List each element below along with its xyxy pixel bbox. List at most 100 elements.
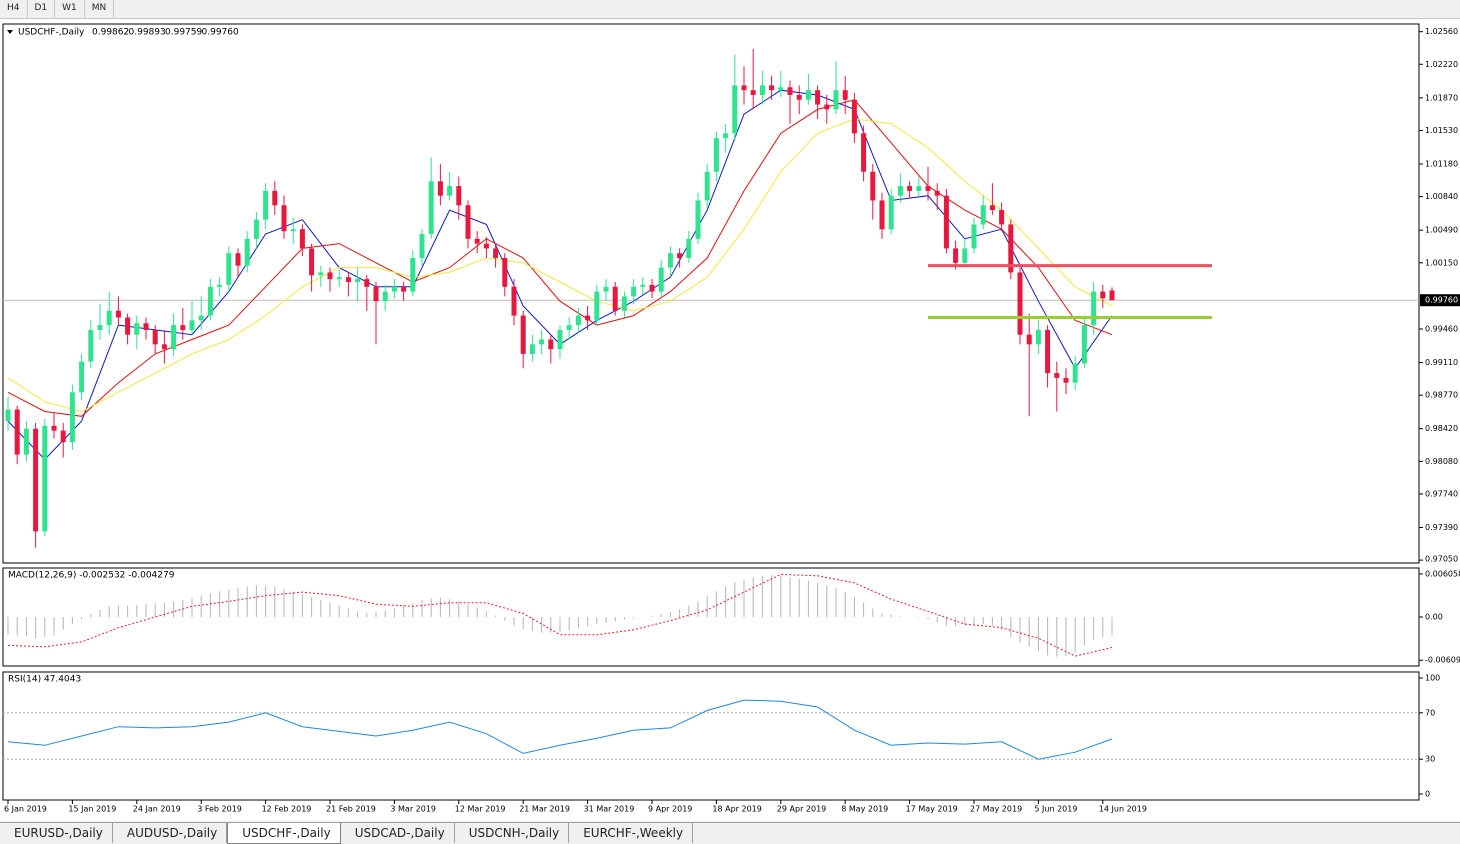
candle-body xyxy=(594,291,600,321)
candle-body xyxy=(989,205,995,211)
y-tick-label: 70 xyxy=(1425,708,1435,717)
dropdown-arrow xyxy=(7,30,13,34)
candle-body xyxy=(1091,291,1097,326)
candle-body xyxy=(953,248,959,263)
candle-body xyxy=(115,310,121,318)
moving-average xyxy=(7,118,1113,413)
candle-body xyxy=(916,186,922,191)
y-tick-label: 1.01180 xyxy=(1425,160,1458,169)
candle-body xyxy=(511,286,517,316)
chart-tab[interactable]: EURCHF-,Weekly xyxy=(569,823,694,843)
y-tick-label: 1.01870 xyxy=(1425,93,1458,102)
candle-body xyxy=(143,323,149,330)
x-tick-label: 15 Jan 2019 xyxy=(68,805,116,814)
x-tick-label: 21 Feb 2019 xyxy=(326,805,376,814)
candle-body xyxy=(88,329,94,362)
candle-body xyxy=(870,171,876,201)
chart-tab[interactable]: AUDUSD-,Daily xyxy=(113,823,228,843)
ohlc-value: 0.99760 xyxy=(202,28,239,38)
candle-body xyxy=(207,286,213,316)
x-tick-label: 12 Feb 2019 xyxy=(262,805,312,814)
candle-body xyxy=(217,284,223,287)
candle-body xyxy=(778,87,784,91)
x-tick-label: 3 Mar 2019 xyxy=(390,805,436,814)
y-tick-label: 0.98080 xyxy=(1425,457,1458,466)
candle-body xyxy=(152,329,158,345)
candle-body xyxy=(787,87,793,95)
y-tick-label: 30 xyxy=(1425,755,1435,764)
candle-body xyxy=(723,133,729,139)
candle-body xyxy=(934,190,940,196)
candle-body xyxy=(235,253,241,266)
candle-body xyxy=(410,258,416,292)
timeframe-button[interactable]: W1 xyxy=(55,0,85,18)
y-tick-label: 0.006058 xyxy=(1425,569,1460,578)
candle-body xyxy=(345,277,351,282)
candle-body xyxy=(971,224,977,249)
y-tick-label: 1.02220 xyxy=(1425,60,1458,69)
candle-body xyxy=(566,325,572,330)
candle-body xyxy=(263,190,269,220)
candle-body xyxy=(171,325,177,350)
y-tick-label: 1.00490 xyxy=(1425,226,1458,235)
y-tick-label: 0.99460 xyxy=(1425,324,1458,333)
candle-body xyxy=(1035,329,1041,345)
chart-tab[interactable]: USDCHF-,Daily xyxy=(227,823,341,844)
x-tick-label: 3 Feb 2019 xyxy=(197,805,242,814)
x-tick-label: 12 Mar 2019 xyxy=(455,805,506,814)
x-tick-label: 21 Mar 2019 xyxy=(519,805,570,814)
y-tick-label: -0.006090 xyxy=(1425,656,1460,665)
candle-body xyxy=(677,253,683,259)
candle-body xyxy=(824,104,830,110)
candle-body xyxy=(502,258,508,287)
candle-body xyxy=(805,90,811,100)
candle-body xyxy=(999,210,1005,225)
candle-body xyxy=(603,286,609,292)
x-tick-label: 9 Apr 2019 xyxy=(648,805,692,814)
y-tick-label: 1.02560 xyxy=(1425,27,1458,36)
y-tick-label: 0.98770 xyxy=(1425,391,1458,400)
y-tick-label: 1.00840 xyxy=(1425,192,1458,201)
candle-body xyxy=(456,186,462,206)
y-tick-label: 0.97390 xyxy=(1425,523,1458,532)
candle-body xyxy=(888,195,894,230)
timeframe-button[interactable]: D1 xyxy=(28,0,56,18)
candle-body xyxy=(134,323,140,335)
timeframe-button[interactable]: MN xyxy=(85,0,115,18)
candle-body xyxy=(1081,325,1087,364)
candle-body xyxy=(759,85,765,95)
candle-body xyxy=(161,344,167,350)
candle-body xyxy=(548,339,554,350)
chart-tab[interactable]: USDCAD-,Daily xyxy=(341,823,455,843)
candle-body xyxy=(226,253,232,285)
current-price-box xyxy=(1420,294,1460,307)
candle-body xyxy=(364,279,370,287)
candle-body xyxy=(382,291,388,302)
candle-body xyxy=(658,267,664,292)
macd-signal-line xyxy=(7,573,1113,657)
candle-body xyxy=(419,234,425,259)
ohlc-value: 0.99893 xyxy=(129,28,166,38)
chart-tab[interactable]: USDCNH-,Daily xyxy=(455,823,570,843)
x-tick-label: 24 Jan 2019 xyxy=(133,805,181,814)
candle-body xyxy=(879,200,885,230)
ohlc-value: 0.99862 xyxy=(92,28,129,38)
candle-body xyxy=(244,238,250,266)
candle-body xyxy=(539,339,545,345)
candle-body xyxy=(833,90,839,110)
candle-body xyxy=(299,229,305,249)
candle-body xyxy=(1026,334,1032,345)
candle-body xyxy=(391,286,397,292)
candle-body xyxy=(585,315,591,321)
candle-body xyxy=(97,325,103,330)
candle-body xyxy=(447,186,453,196)
timeframe-button[interactable]: H4 xyxy=(0,0,28,18)
candle-body xyxy=(309,248,315,276)
x-tick-label: 18 Apr 2019 xyxy=(712,805,761,814)
candle-body xyxy=(189,320,195,330)
chart-tab[interactable]: EURUSD-,Daily xyxy=(0,823,113,843)
candle-body xyxy=(272,190,278,206)
chart: 1.02560 1.02220 1.01870 1.01530 1.01180 1.008… xyxy=(0,19,1460,821)
candle-body xyxy=(125,317,131,335)
